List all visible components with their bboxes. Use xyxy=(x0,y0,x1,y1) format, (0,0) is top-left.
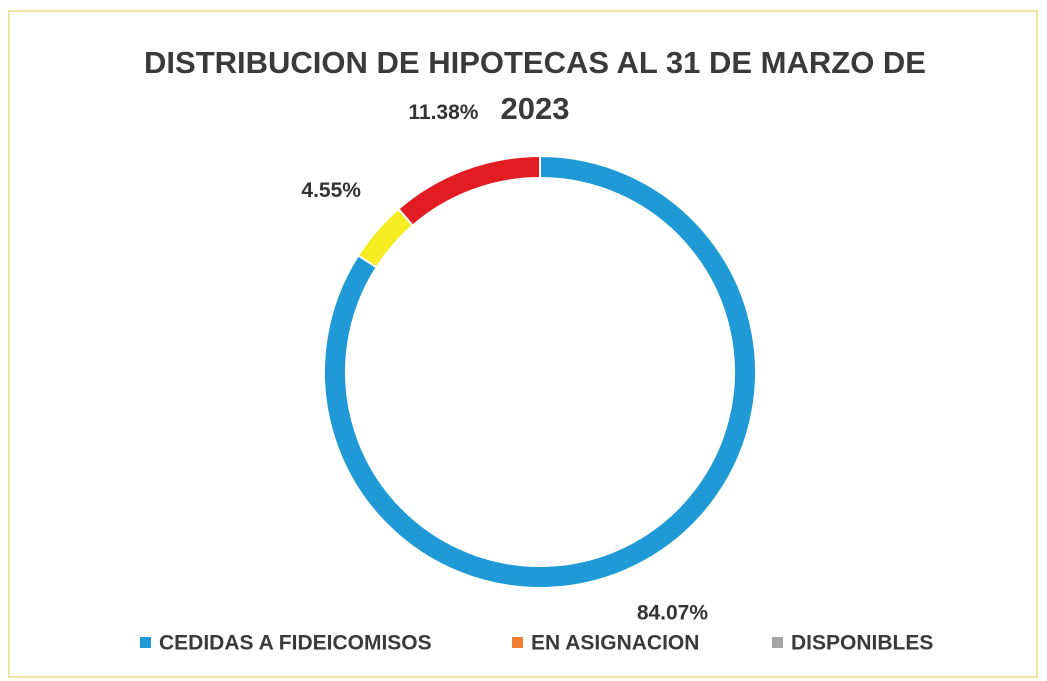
legend-label: DISPONIBLES xyxy=(791,632,933,655)
donut-slice xyxy=(356,207,415,269)
chart-frame xyxy=(8,10,1038,678)
data-label: 4.55% xyxy=(301,179,361,202)
legend-marker xyxy=(512,637,523,648)
legend-marker xyxy=(140,637,151,648)
donut-slice xyxy=(323,154,757,589)
donut-slice xyxy=(396,154,541,227)
legend-label: CEDIDAS A FIDEICOMISOS xyxy=(159,632,432,655)
legend-label: EN ASIGNACION xyxy=(531,632,699,655)
chart-title: DISTRIBUCION DE HIPOTECAS AL 31 DE MARZO… xyxy=(144,45,926,126)
data-label: 84.07% xyxy=(637,602,709,625)
legend-marker xyxy=(772,637,783,648)
data-label: 11.38% xyxy=(408,101,478,124)
